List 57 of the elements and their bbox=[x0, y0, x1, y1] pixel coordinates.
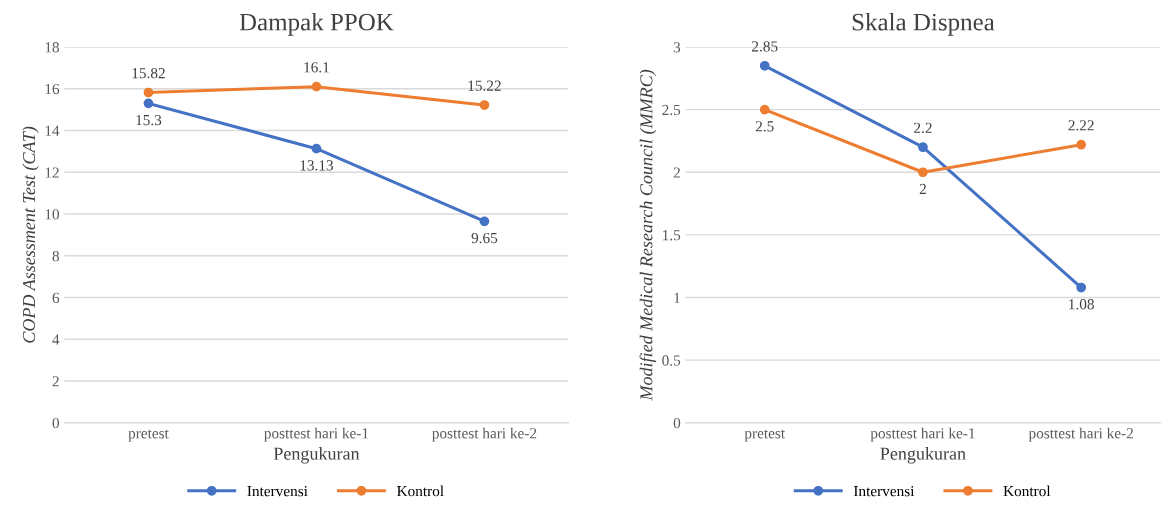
legend-label: Kontrol bbox=[396, 485, 444, 497]
y-tick-label: 10 bbox=[45, 209, 60, 220]
y-tick-label: 2.5 bbox=[662, 104, 681, 116]
point bbox=[759, 104, 770, 115]
data-label: 2 bbox=[919, 183, 926, 194]
point bbox=[1076, 282, 1087, 293]
data-label: 1.08 bbox=[1069, 299, 1094, 310]
legend-label: Intervensi bbox=[853, 486, 915, 497]
x-axis-title: Pengukuran bbox=[880, 447, 966, 464]
point bbox=[479, 100, 490, 110]
y-axis-title: COPD Assessment Test (CAT) bbox=[22, 126, 39, 343]
chart-title: Dampak PPOK bbox=[239, 12, 394, 36]
y-tick-label: 2 bbox=[673, 167, 680, 178]
y-tick-label: 18 bbox=[45, 42, 60, 53]
data-label: 15.22 bbox=[468, 80, 501, 91]
legend-label: Kontrol bbox=[1003, 485, 1051, 497]
point bbox=[311, 81, 322, 92]
point bbox=[759, 60, 770, 71]
x-tick-label: pretest bbox=[128, 429, 169, 442]
y-tick-label: 4 bbox=[52, 334, 60, 345]
y-tick-label: 14 bbox=[45, 125, 60, 136]
point bbox=[143, 98, 154, 109]
y-tick-label: 16 bbox=[45, 83, 60, 95]
point bbox=[918, 142, 928, 153]
data-label: 9.65 bbox=[471, 232, 498, 244]
x-tick-label: posttest hari ke-1 bbox=[870, 427, 975, 442]
y-tick-label: 0 bbox=[673, 417, 681, 429]
y-tick-label: 0 bbox=[52, 417, 60, 429]
data-label: 13.13 bbox=[300, 160, 334, 171]
point bbox=[311, 143, 322, 154]
chart-title: Skala Dispnea bbox=[852, 12, 995, 36]
x-tick-label: posttest hari ke-1 bbox=[264, 427, 369, 442]
point bbox=[918, 167, 928, 178]
data-label: 2.85 bbox=[752, 41, 778, 52]
y-tick-label: 0.5 bbox=[662, 355, 681, 366]
y-tick-label: 12 bbox=[45, 167, 59, 178]
x-tick-label: posttest hari ke-2 bbox=[1028, 427, 1133, 442]
y-tick-label: 6 bbox=[52, 292, 60, 303]
point bbox=[143, 87, 154, 98]
y-tick-label: 3 bbox=[673, 42, 681, 53]
x-axis-title: Pengukuran bbox=[273, 447, 360, 464]
y-tick-label: 1 bbox=[674, 292, 680, 303]
data-label: 2.2 bbox=[914, 122, 932, 134]
y-tick-label: 2 bbox=[52, 376, 59, 387]
data-label: 15.82 bbox=[132, 67, 165, 79]
point bbox=[479, 216, 490, 227]
y-tick-label: 1.5 bbox=[663, 230, 681, 241]
legend-label: Intervensi bbox=[247, 486, 308, 497]
point bbox=[1076, 139, 1087, 150]
data-label: 16.1 bbox=[304, 62, 329, 73]
x-tick-label: posttest hari ke-2 bbox=[432, 427, 537, 442]
y-axis-title: Modified Medical Research Council (MMRC) bbox=[639, 69, 657, 401]
data-label: 2.5 bbox=[755, 121, 774, 132]
x-tick-label: pretest bbox=[744, 429, 785, 442]
data-label: 15.3 bbox=[136, 114, 162, 126]
data-label: 2.22 bbox=[1068, 120, 1094, 131]
y-tick-label: 8 bbox=[52, 250, 60, 262]
